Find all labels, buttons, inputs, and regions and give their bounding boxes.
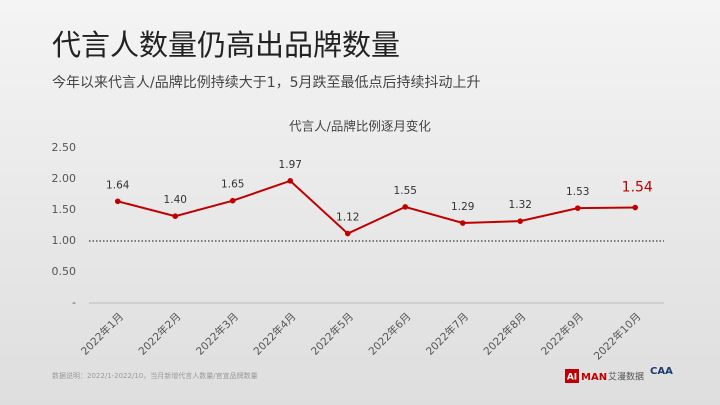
logo-text: 艾漫数据 [608, 371, 644, 383]
data-label: 1.40 [164, 194, 187, 206]
marker [517, 218, 524, 224]
footnote: 数据说明：2022/1-2022/10，当月新增代言人数量/官宣品牌数量 [52, 371, 258, 380]
logo-text: CAA [650, 366, 673, 377]
marker [114, 198, 121, 205]
title: 代言人数量仍高出品牌数量 [52, 28, 400, 62]
data-label: 1.64 [106, 179, 130, 191]
marker [632, 204, 639, 211]
data-label: 1.32 [509, 199, 532, 211]
marker [287, 178, 294, 184]
logo-text: MAN [581, 372, 607, 383]
y-tick-label: - [72, 296, 76, 309]
y-tick-label: 2.00 [52, 172, 77, 185]
data-label: 1.29 [451, 201, 474, 213]
data-label: 1.55 [394, 185, 417, 197]
line [117, 179, 636, 235]
data-label: 1.53 [566, 186, 589, 198]
chart-title: 代言人/品牌比例逐月变化 [289, 119, 431, 134]
marker [344, 230, 351, 237]
marker [172, 213, 179, 219]
marker [402, 204, 409, 210]
logo-box [565, 369, 579, 383]
data-label: 1.12 [336, 212, 359, 224]
marker [459, 220, 466, 226]
data-label: 1.97 [279, 159, 302, 171]
y-tick-label: 0.50 [52, 265, 77, 278]
y-tick-label: 2.50 [52, 141, 77, 154]
logo-text: AI [567, 373, 577, 383]
y-tick-label: 1.50 [52, 203, 77, 216]
subtitle: 今年以来代言人/品牌比例持续大于1，5月跌至最低点后持续抖动上升 [52, 74, 481, 91]
marker [229, 197, 236, 204]
data-label: 1.54 [622, 180, 653, 196]
data-label: 1.65 [221, 179, 244, 191]
y-tick-label: 1.00 [52, 234, 77, 247]
marker [574, 205, 581, 211]
